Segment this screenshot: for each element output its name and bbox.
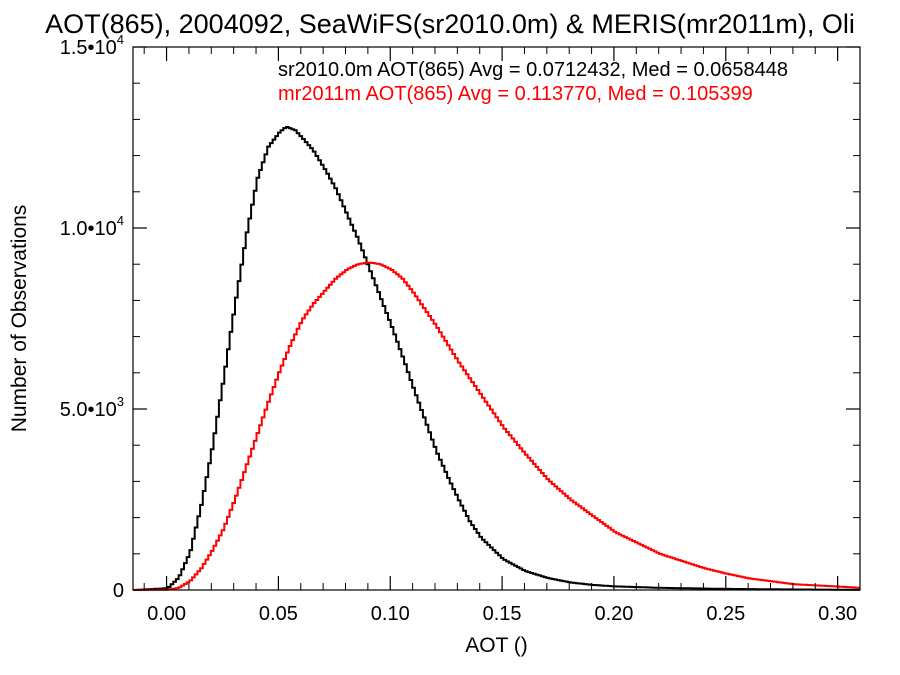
x-tick-label: 0.05: [259, 603, 298, 625]
y-tick-exponent: 3: [117, 394, 124, 409]
legend-entry-mr2011m: mr2011m AOT(865) Avg = 0.113770, Med = 0…: [278, 83, 753, 105]
legend-entry-sr2010.0m: sr2010.0m AOT(865) Avg = 0.0712432, Med …: [278, 59, 788, 81]
x-axis-label: AOT (): [465, 634, 528, 657]
plot-frame: [132, 46, 861, 591]
y-tick-mantissa: 0: [113, 580, 124, 602]
y-tick-exponent: 4: [117, 213, 124, 228]
y-tick-exponent: 4: [117, 32, 124, 47]
x-tick-label: 0.20: [594, 603, 633, 625]
y-tick-mantissa: 1.0•10: [60, 218, 117, 240]
chart-title: AOT(865), 2004092, SeaWiFS(sr2010.0m) & …: [45, 9, 855, 39]
y-tick-label: 1.0•104: [60, 213, 124, 240]
y-axis-label: Number of Observations: [8, 205, 31, 433]
y-tick-label: 5.0•103: [60, 394, 124, 421]
series-line-sr2010.0m: [133, 126, 860, 591]
x-tick-label: 0.25: [706, 603, 745, 625]
y-tick-label: 1.5•104: [60, 32, 124, 59]
series-line-mr2011m: [133, 261, 860, 591]
x-tick-label: 0.30: [818, 603, 857, 625]
y-tick-label: 0: [113, 580, 124, 602]
x-tick-label: 0.00: [147, 603, 186, 625]
y-tick-mantissa: 1.5•10: [60, 37, 117, 59]
y-tick-mantissa: 5.0•10: [60, 399, 117, 421]
x-tick-label: 0.10: [371, 603, 410, 625]
x-tick-label: 0.15: [483, 603, 522, 625]
